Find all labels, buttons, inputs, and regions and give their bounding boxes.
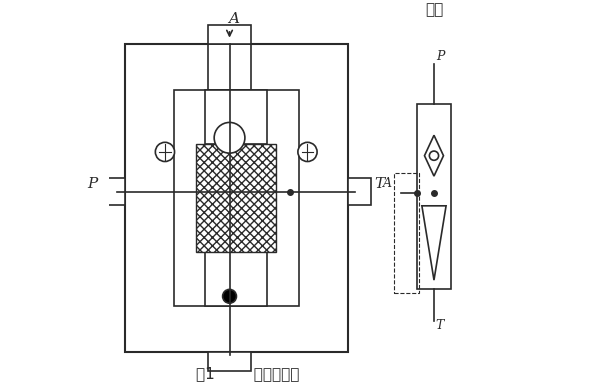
Bar	[285, 44, 347, 161]
Circle shape	[429, 151, 438, 160]
Bar	[205, 90, 267, 144]
Polygon shape	[422, 206, 446, 280]
Text: T: T	[436, 319, 444, 332]
Bar	[209, 352, 251, 371]
Bar	[209, 44, 251, 90]
Bar	[125, 235, 187, 352]
Bar	[209, 25, 251, 44]
Text: A: A	[228, 12, 239, 26]
Polygon shape	[425, 135, 443, 176]
Circle shape	[156, 142, 174, 161]
Text: P: P	[436, 50, 444, 63]
Text: A: A	[383, 177, 392, 190]
Bar	[205, 252, 267, 305]
Bar	[285, 235, 347, 352]
Bar	[394, 172, 418, 293]
Circle shape	[298, 142, 317, 161]
Bar	[125, 44, 347, 352]
Circle shape	[214, 122, 245, 153]
Bar	[174, 90, 298, 305]
Text: T: T	[374, 177, 385, 191]
Bar	[102, 178, 125, 205]
Bar	[197, 144, 276, 252]
Text: 图1        快速排气阀: 图1 快速排气阀	[196, 367, 300, 381]
Text: 符号: 符号	[425, 2, 443, 17]
Bar	[417, 104, 451, 289]
Circle shape	[223, 289, 236, 303]
Text: P: P	[87, 177, 98, 191]
Bar	[125, 44, 187, 161]
Bar	[347, 178, 371, 205]
